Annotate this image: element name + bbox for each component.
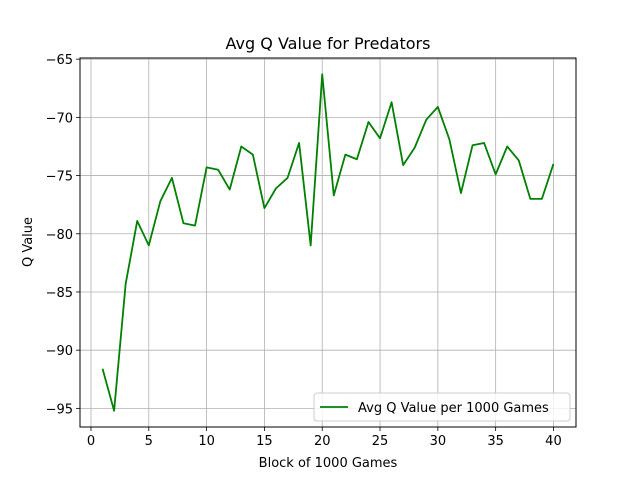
y-axis-ticks: −95 −90 −85 −80 −75 −70 −65 — [46, 53, 80, 417]
legend: Avg Q Value per 1000 Games — [313, 392, 571, 422]
plot-frame — [79, 57, 577, 428]
x-axis-label: Block of 1000 Games — [259, 456, 398, 471]
y-tick-label: −75 — [46, 170, 73, 185]
y-tick-label: −95 — [46, 402, 73, 417]
y-tick-label: −90 — [46, 344, 73, 359]
series-layer — [101, 73, 555, 412]
y-tick-label: −65 — [46, 53, 73, 68]
x-tick-label: 5 — [145, 434, 153, 449]
x-axis-ticks: 0 5 10 15 20 25 30 35 40 — [87, 427, 562, 449]
x-tick-label: 25 — [372, 434, 389, 449]
chart-title: Avg Q Value for Predators — [226, 34, 431, 53]
x-tick-label: 10 — [198, 434, 215, 449]
series-line — [101, 73, 555, 412]
grid-lines — [80, 58, 576, 427]
y-axis-label: Q Value — [21, 217, 36, 267]
x-tick-label: 40 — [545, 434, 562, 449]
x-tick-label: 35 — [487, 434, 504, 449]
y-tick-label: −85 — [46, 286, 73, 301]
legend-label: Avg Q Value per 1000 Games — [358, 401, 549, 416]
x-tick-label: 15 — [256, 434, 273, 449]
x-tick-label: 0 — [87, 434, 95, 449]
y-tick-label: −80 — [46, 228, 73, 243]
legend-box — [313, 392, 571, 422]
x-tick-label: 30 — [430, 434, 447, 449]
x-tick-label: 20 — [314, 434, 331, 449]
y-tick-label: −70 — [46, 111, 73, 126]
